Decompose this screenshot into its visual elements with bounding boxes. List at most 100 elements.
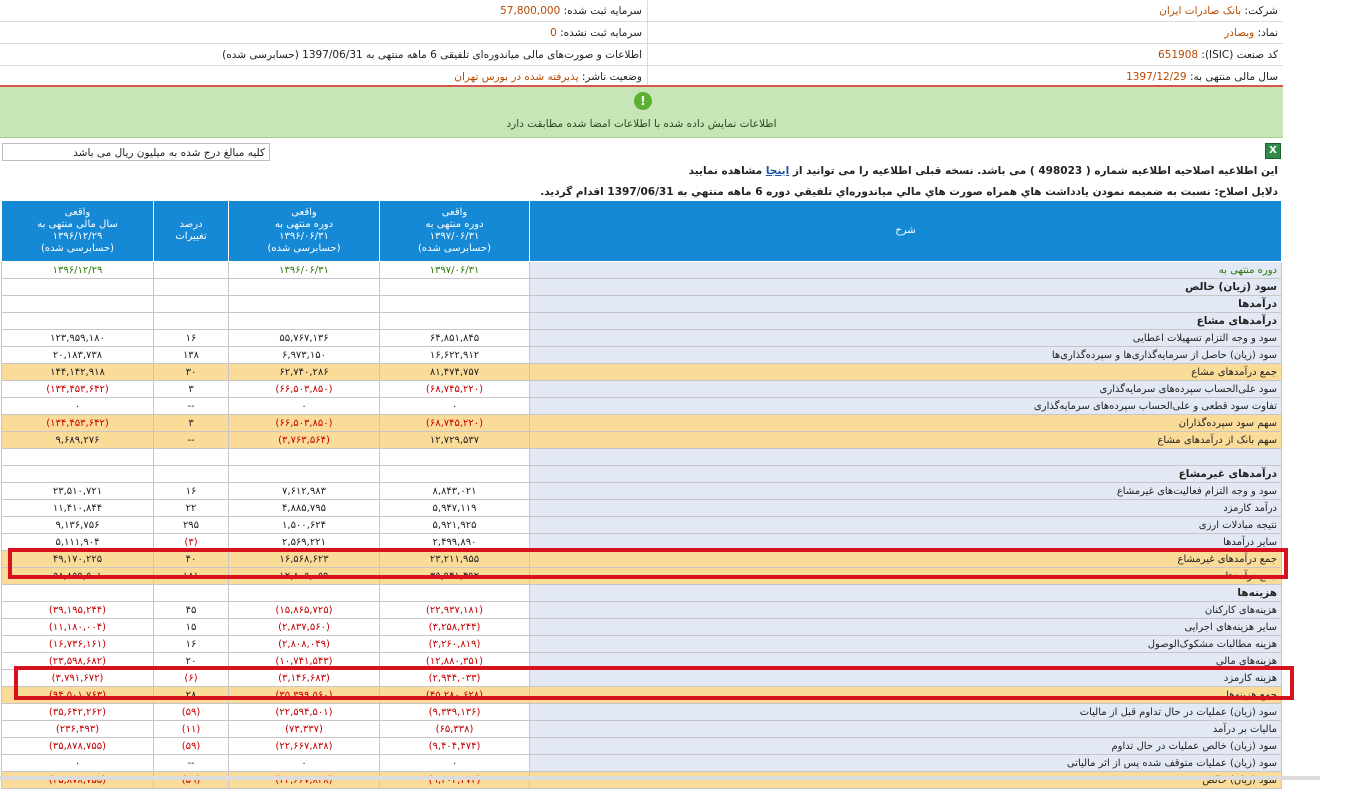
row-current xyxy=(379,278,530,296)
row-previous: ۷,۶۱۲,۹۸۳ xyxy=(228,482,380,500)
row-change: ۱۳۸ xyxy=(153,346,229,364)
row-desc: سایر درآمدها xyxy=(529,533,1282,551)
registered-capital-cell: سرمایه ثبت شده: 57,800,000 xyxy=(0,0,648,22)
row-year: ۱۴۴,۱۴۲,۹۱۸ xyxy=(1,363,154,381)
table-row: سود (زیان) عملیات متوقف شده پس از اثر ما… xyxy=(1,754,1282,772)
row-year xyxy=(1,448,154,466)
row-change: ۳ xyxy=(153,380,229,398)
table-row: هزینه‌ها xyxy=(1,584,1282,602)
table-row: سود (زیان) خالص عملیات در حال تداوم (۹,۴۰… xyxy=(1,737,1282,755)
row-previous: ۱۶,۵۶۸,۶۲۳ xyxy=(228,550,380,568)
table-row: سهم سود سپرده‌گذاران (۶۸,۷۴۵,۲۲۰) (۶۶,۵۰۳,… xyxy=(1,414,1282,432)
row-change xyxy=(153,448,229,466)
table-row: سود علی‌الحساب سپرده‌های سرمایه‌گذاری (۶۸… xyxy=(1,380,1282,398)
row-current: ۸,۸۴۳,۰۲۱ xyxy=(379,482,530,500)
row-year: ۰ xyxy=(1,397,154,415)
row-desc: هزینه‌های کارکنان xyxy=(529,601,1282,619)
row-desc: جمع درآمدهای مشاع xyxy=(529,363,1282,381)
table-row: جمع درآمدها ۳۵,۹۴۱,۴۹۲ ۱۲,۸۰۵,۰۵۹ ۱۸۱ ۵۸,۸۵۹… xyxy=(1,567,1282,585)
table-row: سود و وجه التزام تسهیلات اعطایی ۶۴,۸۵۱,۸۴… xyxy=(1,329,1282,347)
row-current: (۹,۴۰۴,۴۷۴) xyxy=(379,771,530,789)
row-year: (۳,۷۹۱,۶۷۲) xyxy=(1,669,154,687)
header-current-period: واقعی دوره منتهی به ۱۳۹۷/۰۶/۳۱ (حسابرسی شده… xyxy=(379,200,530,262)
row-desc: تفاوت سود قطعی و علی‌الحساب سپرده‌های سر… xyxy=(529,397,1282,415)
row-previous: ۱,۵۰۰,۶۲۴ xyxy=(228,516,380,534)
row-year xyxy=(1,278,154,296)
table-row: هزینه کارمزد (۲,۹۴۴,۰۳۳) (۳,۱۴۶,۶۸۳) (۶) (۳,… xyxy=(1,669,1282,687)
row-change xyxy=(153,465,229,483)
row-previous: (۱۵,۸۶۵,۷۲۵) xyxy=(228,601,380,619)
row-desc: هزینه مطالبات مشکوک‌الوصول xyxy=(529,635,1282,653)
row-previous: ۲,۵۶۹,۲۲۱ xyxy=(228,533,380,551)
row-previous xyxy=(228,278,380,296)
isic-code: 651908 xyxy=(1157,48,1199,61)
row-current: (۱۲,۸۸۰,۳۵۱) xyxy=(379,652,530,670)
row-desc: جمع درآمدهای غیرمشاع xyxy=(529,550,1282,568)
symbol-cell: نماد: وبصادر xyxy=(647,21,1283,44)
row-current: (۲۲,۹۳۷,۱۸۱) xyxy=(379,601,530,619)
header-fiscal-year: واقعی سال مالی منتهی به ۱۳۹۶/۱۲/۲۹ (حسابرسی… xyxy=(1,200,154,262)
company-info-table: شرکت: بانک صادرات ایران سرمایه ثبت شده: … xyxy=(0,0,1283,88)
row-year: ۵۸,۸۵۹,۵۰۱ xyxy=(1,567,154,585)
row-previous: (۲,۸۰۸,۰۴۹) xyxy=(228,635,380,653)
row-year: ۱۱,۴۱۰,۸۴۴ xyxy=(1,499,154,517)
row-previous: (۳,۷۶۳,۵۶۴) xyxy=(228,431,380,449)
row-change xyxy=(153,278,229,296)
row-current: (۳,۲۵۸,۲۴۴) xyxy=(379,618,530,636)
row-year: (۳۵,۸۷۸,۷۵۵) xyxy=(1,771,154,789)
divider-line xyxy=(0,85,1283,87)
row-previous xyxy=(228,584,380,602)
row-year: (۳۵,۶۴۲,۲۶۲) xyxy=(1,703,154,721)
row-desc: سود و وجه التزام تسهیلات اعطایی xyxy=(529,329,1282,347)
row-previous: (۳۵,۳۹۹,۵۶۰) xyxy=(228,686,380,704)
row-change: ۲۰ xyxy=(153,652,229,670)
excel-export-icon[interactable]: X xyxy=(1265,143,1281,159)
row-desc xyxy=(529,448,1282,466)
row-change xyxy=(153,261,229,279)
row-previous: ۱۳۹۶/۰۶/۳۱ xyxy=(228,261,380,279)
row-current xyxy=(379,465,530,483)
row-change: ۱۶ xyxy=(153,635,229,653)
row-year: ۰ xyxy=(1,754,154,772)
row-current: (۶۸,۷۴۵,۲۲۰) xyxy=(379,380,530,398)
row-year: (۱۳۴,۴۵۳,۶۴۲) xyxy=(1,414,154,432)
row-previous: ۱۲,۸۰۵,۰۵۹ xyxy=(228,567,380,585)
row-previous xyxy=(228,465,380,483)
row-change xyxy=(153,312,229,330)
row-current: ۱۶,۶۲۲,۹۱۲ xyxy=(379,346,530,364)
table-row: سایر درآمدها ۲,۴۹۹,۸۹۰ ۲,۵۶۹,۲۲۱ (۳) ۵,۱۱۱,۹… xyxy=(1,533,1282,551)
row-change: ۳۰ xyxy=(153,363,229,381)
row-desc: سود (زیان) عملیات متوقف شده پس از اثر ما… xyxy=(529,754,1282,772)
table-row: درآمد کارمزد ۵,۹۴۷,۱۱۹ ۴,۸۸۵,۷۹۵ ۲۲ ۱۱,۴۱۰,۸… xyxy=(1,499,1282,517)
row-year: (۲۳۶,۴۹۳) xyxy=(1,720,154,738)
row-desc: هزینه‌ها xyxy=(529,584,1282,602)
previous-version-link[interactable]: اینجا xyxy=(765,165,790,177)
table-row: هزینه‌های مالی (۱۲,۸۸۰,۳۵۱) (۱۰,۷۴۱,۵۴۳) ۲۰… xyxy=(1,652,1282,670)
row-current: ۱۳۹۷/۰۶/۳۱ xyxy=(379,261,530,279)
row-previous: ۴,۸۸۵,۷۹۵ xyxy=(228,499,380,517)
symbol: وبصادر xyxy=(1224,26,1255,39)
row-change: ۴۵ xyxy=(153,601,229,619)
row-current: ۲,۴۹۹,۸۹۰ xyxy=(379,533,530,551)
row-previous: (۲,۸۳۷,۵۶۰) xyxy=(228,618,380,636)
row-desc: درآمدهای مشاع xyxy=(529,312,1282,330)
table-row: جمع درآمدهای مشاع ۸۱,۴۷۴,۷۵۷ ۶۲,۷۴۰,۲۸۶ ۳۰ ۱… xyxy=(1,363,1282,381)
bottom-scroll-bar[interactable] xyxy=(0,776,1320,780)
row-year: ۲۰,۱۸۳,۷۳۸ xyxy=(1,346,154,364)
table-row: سود (زیان) خالص xyxy=(1,278,1282,296)
row-previous: (۶۶,۵۰۳,۸۵۰) xyxy=(228,414,380,432)
row-year: (۱۱,۱۸۰,۰۰۴) xyxy=(1,618,154,636)
row-change: (۵۹) xyxy=(153,703,229,721)
amendment-reason: دلایل اصلاح: نسبت به ضمیمه نمودن یادداشت… xyxy=(540,186,1278,198)
row-current: (۴۵,۲۸۰,۶۲۸) xyxy=(379,686,530,704)
unregistered-capital: 0 xyxy=(550,26,557,39)
row-current: (۶۸,۷۴۵,۲۲۰) xyxy=(379,414,530,432)
row-year: ۹,۱۳۶,۷۵۶ xyxy=(1,516,154,534)
row-desc: سود علی‌الحساب سپرده‌های سرمایه‌گذاری xyxy=(529,380,1282,398)
row-current: ۲۳,۲۱۱,۹۵۵ xyxy=(379,550,530,568)
row-year: (۱۶,۷۳۶,۱۶۱) xyxy=(1,635,154,653)
row-change xyxy=(153,295,229,313)
row-previous xyxy=(228,448,380,466)
row-desc: درآمدها xyxy=(529,295,1282,313)
table-row: درآمدها xyxy=(1,295,1282,313)
